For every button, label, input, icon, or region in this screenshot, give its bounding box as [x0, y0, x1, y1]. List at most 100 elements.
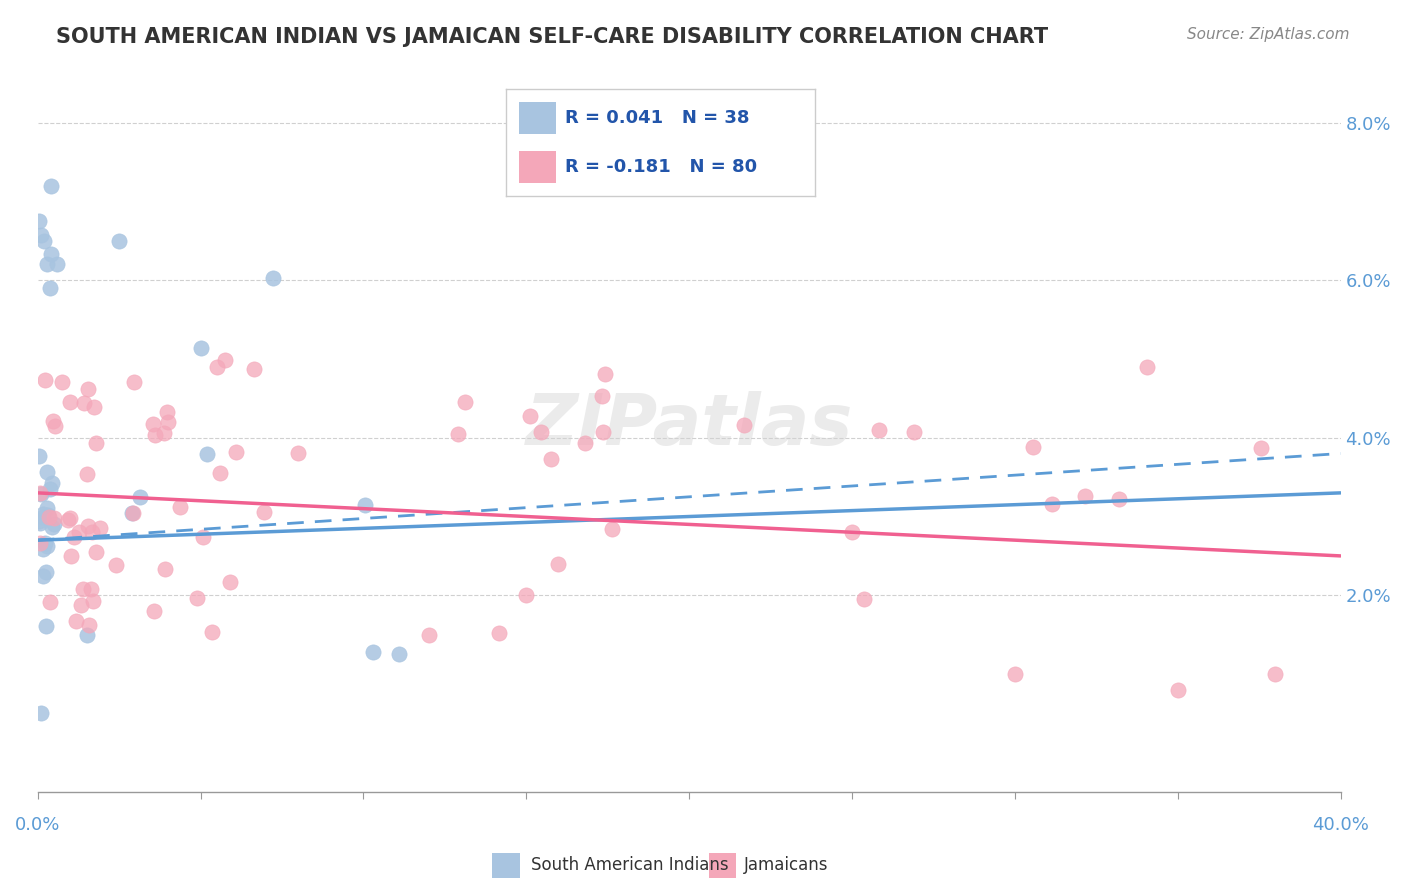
Point: [190, 341, 212, 355]
Point: [152, 426, 174, 441]
Point: [84, 436, 107, 450]
Point: [1004, 667, 1026, 681]
Point: [76, 467, 98, 482]
Point: [39, 482, 62, 496]
Point: [201, 625, 224, 640]
Point: [41, 476, 63, 491]
Point: [156, 415, 179, 429]
Point: [39, 178, 62, 193]
Point: [34, 373, 56, 387]
Point: [60, 549, 83, 564]
Point: [219, 575, 242, 590]
Point: [83, 400, 105, 414]
Point: [733, 418, 755, 433]
Text: South American Indians: South American Indians: [531, 856, 730, 874]
Point: [354, 498, 377, 512]
Point: [56, 513, 79, 527]
Point: [69, 598, 91, 612]
Point: [1250, 442, 1272, 456]
Point: [46, 257, 69, 271]
Text: ZIPatlas: ZIPatlas: [526, 392, 853, 460]
Point: [67, 524, 90, 539]
Point: [41, 520, 63, 534]
Point: [868, 423, 890, 437]
Point: [76, 628, 98, 642]
Point: [82, 594, 104, 608]
Point: [143, 604, 166, 618]
Point: [82, 525, 104, 540]
Point: [84, 545, 107, 559]
Point: [515, 588, 537, 602]
Point: [28, 514, 51, 528]
Point: [65, 615, 87, 629]
Point: [361, 645, 384, 659]
Point: [37, 508, 59, 522]
Point: [195, 447, 218, 461]
Point: [1108, 492, 1130, 507]
Point: [287, 446, 309, 460]
Point: [35, 619, 58, 633]
Point: [447, 427, 470, 442]
Point: [488, 625, 510, 640]
Point: [841, 525, 863, 540]
Point: [592, 425, 614, 439]
Point: [38, 509, 60, 524]
Point: [1167, 682, 1189, 697]
Point: [51, 376, 73, 390]
Point: [1136, 360, 1159, 375]
Text: R = 0.041   N = 38: R = 0.041 N = 38: [565, 109, 749, 127]
Text: R = -0.181   N = 80: R = -0.181 N = 80: [565, 159, 756, 177]
Point: [186, 591, 208, 606]
Point: [37, 465, 59, 479]
Point: [253, 505, 276, 519]
Point: [59, 394, 82, 409]
Text: SOUTH AMERICAN INDIAN VS JAMAICAN SELF-CARE DISABILITY CORRELATION CHART: SOUTH AMERICAN INDIAN VS JAMAICAN SELF-C…: [56, 27, 1049, 46]
Point: [30, 228, 52, 243]
Point: [39, 280, 62, 294]
Point: [31, 507, 53, 521]
Text: 0.0%: 0.0%: [15, 816, 60, 834]
Point: [191, 530, 214, 544]
Point: [1021, 440, 1043, 454]
Point: [35, 501, 58, 516]
Point: [30, 516, 52, 530]
Point: [37, 540, 59, 554]
Point: [142, 417, 165, 431]
Point: [214, 352, 236, 367]
Point: [156, 405, 179, 419]
Point: [30, 485, 52, 500]
Point: [591, 389, 613, 403]
Point: [73, 396, 96, 410]
Point: [453, 394, 475, 409]
Point: [30, 706, 52, 721]
Point: [28, 449, 51, 463]
Point: [44, 419, 66, 434]
Point: [31, 569, 53, 583]
Point: [34, 535, 56, 549]
Point: [418, 628, 440, 642]
Point: [108, 234, 131, 248]
Point: [39, 246, 62, 260]
Point: [540, 452, 562, 467]
Point: [28, 536, 51, 550]
Point: [1264, 667, 1286, 681]
Point: [242, 362, 264, 376]
Bar: [492, 853, 520, 878]
Point: [72, 582, 94, 596]
Point: [602, 522, 624, 536]
Point: [205, 359, 228, 374]
Point: [35, 565, 58, 579]
Point: [32, 234, 55, 248]
Point: [153, 562, 176, 576]
Point: [530, 425, 553, 439]
Point: [77, 382, 100, 396]
Point: [104, 558, 127, 572]
Point: [121, 506, 143, 520]
Point: [89, 521, 111, 535]
Point: [169, 500, 191, 515]
Point: [122, 506, 145, 520]
Text: Jamaicans: Jamaicans: [744, 856, 828, 874]
Point: [262, 270, 284, 285]
Point: [44, 511, 66, 525]
Point: [1074, 489, 1097, 503]
